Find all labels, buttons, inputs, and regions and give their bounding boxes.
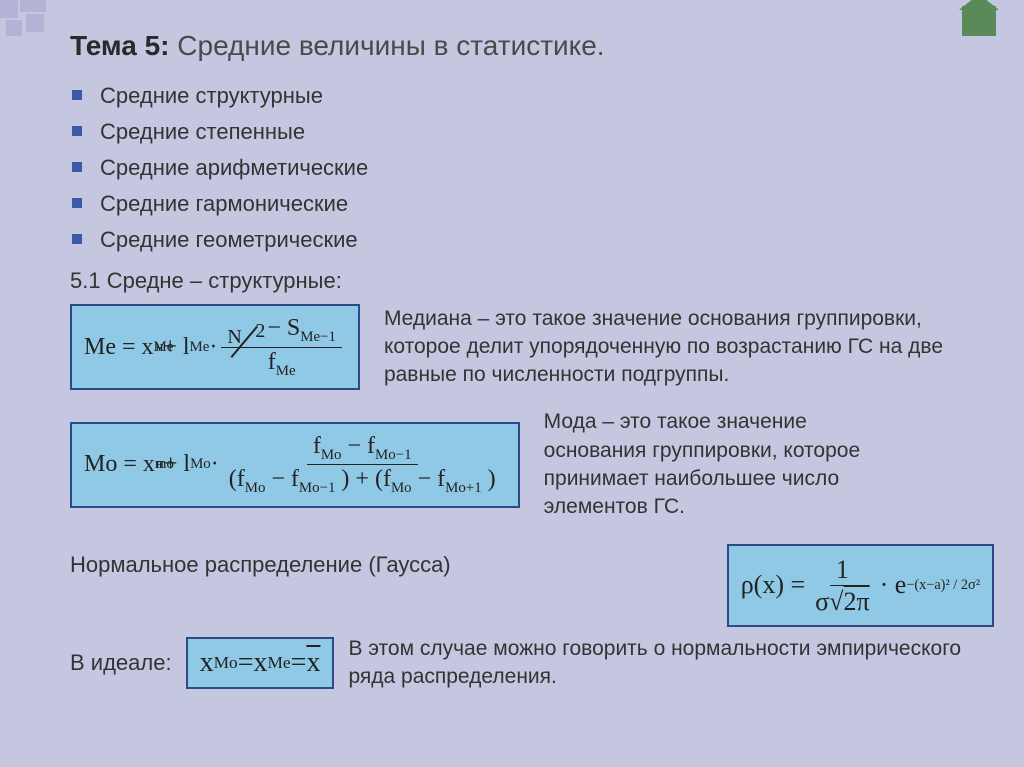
median-row: Me = xMeн + lMe · N 2 − SMe−1 fMe Медиан…: [0, 300, 1024, 394]
median-formula: Me = xMeн + lMe · N 2 − SMe−1 fMe: [70, 304, 360, 390]
title-prefix: Тема 5:: [70, 30, 170, 61]
list-item: Средние геометрические: [100, 222, 1024, 258]
ideal-label: В идеале:: [70, 650, 172, 676]
title-text: Средние величины в статистике.: [177, 30, 604, 61]
mode-description: Мода – это такое значение основания груп…: [544, 408, 864, 521]
ideal-description: В этом случае можно говорить о нормально…: [348, 635, 994, 692]
bullet-list: Средние структурные Средние степенные Ср…: [0, 74, 1024, 264]
list-item: Средние степенные: [100, 114, 1024, 150]
ideal-formula: xMo = xMe = x: [186, 637, 335, 689]
mode-row: Mo = xmoн + lMo · fMo − fMo−1 (fMo − fMo…: [0, 404, 1024, 525]
corner-decoration: [0, 0, 80, 40]
median-description: Медиана – это такое значение основания г…: [384, 305, 994, 390]
gauss-row: Нормальное распределение (Гаусса) ρ(x) =…: [0, 526, 1024, 627]
home-icon[interactable]: [962, 6, 996, 36]
gauss-formula: ρ(x) = 1 σ√2π · e−(x−a)² / 2σ²: [727, 544, 994, 627]
section-5-1-label: 5.1 Средне – структурные:: [0, 264, 1024, 300]
gauss-label: Нормальное распределение (Гаусса): [70, 544, 697, 582]
slide-title: Тема 5: Средние величины в статистике.: [0, 0, 1024, 74]
mode-formula: Mo = xmoн + lMo · fMo − fMo−1 (fMo − fMo…: [70, 422, 520, 508]
list-item: Средние гармонические: [100, 186, 1024, 222]
list-item: Средние структурные: [100, 78, 1024, 114]
ideal-row: В идеале: xMo = xMe = x В этом случае мо…: [0, 627, 1024, 692]
list-item: Средние арифметические: [100, 150, 1024, 186]
